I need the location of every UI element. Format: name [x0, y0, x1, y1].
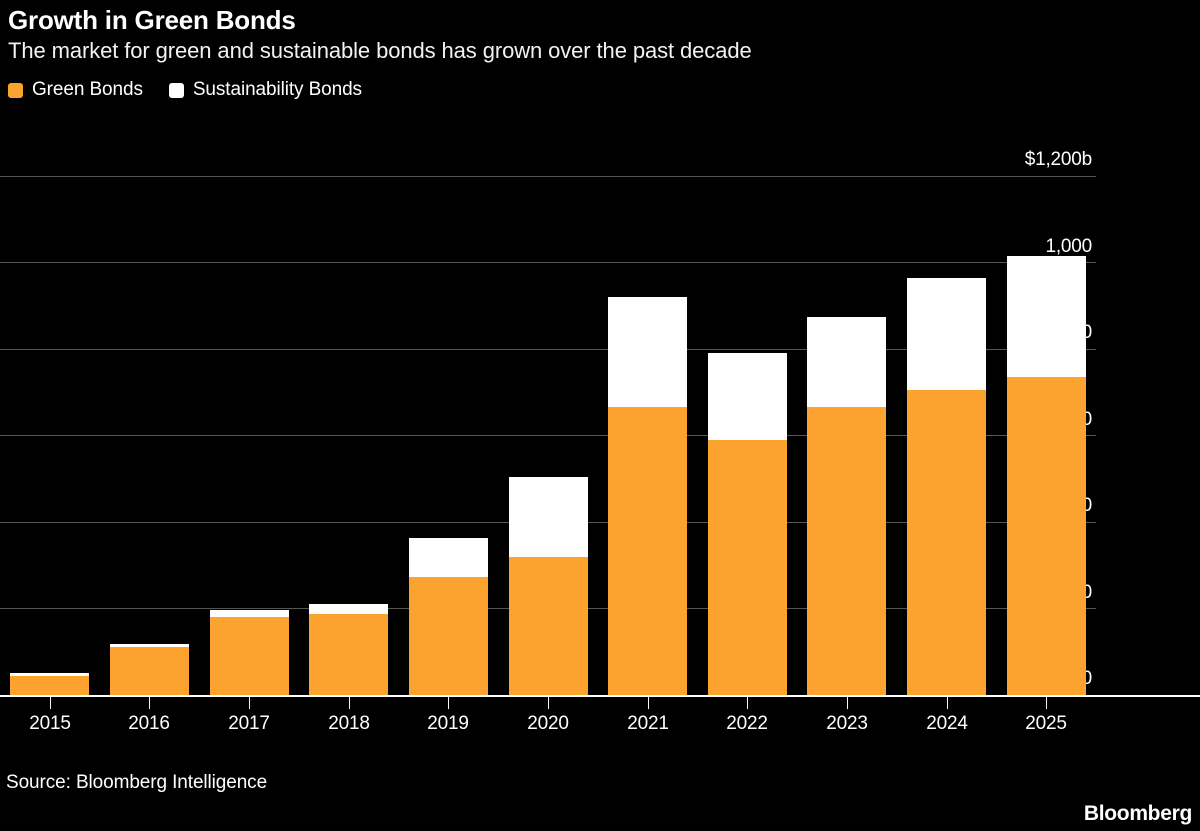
bar-segment-green-bonds[interactable]	[508, 556, 588, 695]
x-axis-tick	[847, 697, 848, 709]
axis-baseline	[0, 695, 1200, 697]
x-axis-tick-label: 2021	[627, 713, 669, 734]
bar-segment-green-bonds[interactable]	[707, 439, 787, 695]
y-axis-tick-label: 1,000	[1045, 235, 1092, 257]
bar-group[interactable]	[1006, 256, 1086, 695]
x-axis-tick	[747, 697, 748, 709]
x-axis-tick	[648, 697, 649, 709]
bar-segment-green-bonds[interactable]	[109, 647, 189, 695]
bar-segment-sustainability-bonds[interactable]	[807, 316, 887, 408]
bar-segment-green-bonds[interactable]	[209, 617, 289, 695]
x-axis: 2015 2016 2017 2018 2019 2020 2021 2022 2023 2024…	[0, 697, 1200, 747]
bar-segment-sustainability-bonds[interactable]	[408, 538, 488, 578]
bar-segment-sustainability-bonds[interactable]	[309, 603, 389, 614]
x-axis-tick	[448, 697, 449, 709]
x-axis-tick-label: 2017	[228, 713, 270, 734]
chart-subtitle: The market for green and sustainable bon…	[8, 38, 752, 63]
x-axis-tick	[548, 697, 549, 709]
x-axis-tick-label: 2020	[527, 713, 569, 734]
page-title: Growth in Green Bonds	[8, 5, 296, 35]
bar-segment-green-bonds[interactable]	[608, 407, 688, 695]
bar-group[interactable]	[309, 603, 389, 695]
x-axis-tick-label: 2019	[427, 713, 469, 734]
bar-segment-green-bonds[interactable]	[309, 613, 389, 695]
legend-item[interactable]: Green Bonds	[8, 79, 143, 101]
bar-segment-sustainability-bonds[interactable]	[608, 297, 688, 408]
x-axis-tick	[149, 697, 150, 709]
bar-group[interactable]	[209, 609, 289, 695]
bar-segment-sustainability-bonds[interactable]	[209, 609, 289, 618]
x-axis-tick-label: 2018	[328, 713, 370, 734]
chart-header: Growth in Green Bonds The market for gre…	[0, 0, 1200, 66]
bar-segment-sustainability-bonds[interactable]	[508, 476, 588, 557]
bar-group[interactable]	[408, 538, 488, 695]
y-axis-tick-label: 0	[1081, 668, 1093, 689]
legend-item-label: Sustainability Bonds	[192, 79, 362, 100]
bar-group[interactable]	[707, 353, 787, 695]
gridline	[0, 348, 1096, 350]
x-axis-tick-label: 2015	[29, 713, 71, 734]
bar-group[interactable]	[109, 643, 189, 695]
x-axis-tick-label: 2025	[1025, 713, 1067, 734]
square-swatch-icon	[168, 82, 184, 98]
source-note: Source: Bloomberg Intelligence	[6, 772, 268, 793]
gridline	[0, 435, 1096, 436]
bar-group[interactable]	[907, 277, 987, 695]
bar-segment-sustainability-bonds[interactable]	[10, 673, 90, 676]
x-axis-tick-label: 2022	[726, 713, 768, 734]
legend-item-label: Green Bonds	[32, 79, 143, 100]
bar-segment-green-bonds[interactable]	[907, 390, 987, 695]
bar-segment-green-bonds[interactable]	[1006, 377, 1086, 695]
x-axis-tick	[947, 697, 948, 709]
x-axis-tick	[249, 697, 250, 709]
x-axis-tick	[50, 697, 51, 709]
bar-segment-green-bonds[interactable]	[10, 675, 90, 695]
x-axis-tick-label: 2023	[826, 713, 868, 734]
bar-segment-green-bonds[interactable]	[807, 407, 887, 695]
square-swatch-icon	[8, 82, 23, 98]
bloomberg-logo: Bloomberg	[1083, 802, 1192, 825]
bar-segment-sustainability-bonds[interactable]	[907, 277, 987, 391]
bar-group-container	[0, 146, 1096, 695]
bar-group[interactable]	[807, 316, 887, 695]
bar-group[interactable]	[608, 297, 688, 695]
legend-item[interactable]: Sustainability Bonds	[168, 79, 362, 101]
bar-segment-sustainability-bonds[interactable]	[707, 353, 787, 440]
chart-legend: Green Bonds Sustainability Bonds	[0, 78, 1200, 102]
bar-segment-green-bonds[interactable]	[408, 577, 488, 695]
bar-segment-sustainability-bonds[interactable]	[109, 643, 189, 648]
y-axis-tick-label: $1,200b	[1024, 149, 1092, 170]
chart-footer: Source: Bloomberg Intelligence Bloomberg	[0, 760, 1200, 831]
bar-segment-sustainability-bonds[interactable]	[1006, 256, 1086, 378]
gridline	[0, 175, 1096, 177]
gridline	[0, 262, 1096, 263]
plot-canvas: 02004006008001,000$1,200b	[0, 146, 1200, 697]
bar-group[interactable]	[508, 476, 588, 695]
x-axis-tick	[1046, 697, 1047, 709]
chart-plot-area: 02004006008001,000$1,200b	[0, 146, 1200, 746]
x-axis-tick-label: 2024	[926, 713, 968, 734]
x-axis-tick-label: 2016	[128, 713, 170, 734]
x-axis-tick	[349, 697, 350, 709]
bar-group[interactable]	[10, 673, 90, 695]
